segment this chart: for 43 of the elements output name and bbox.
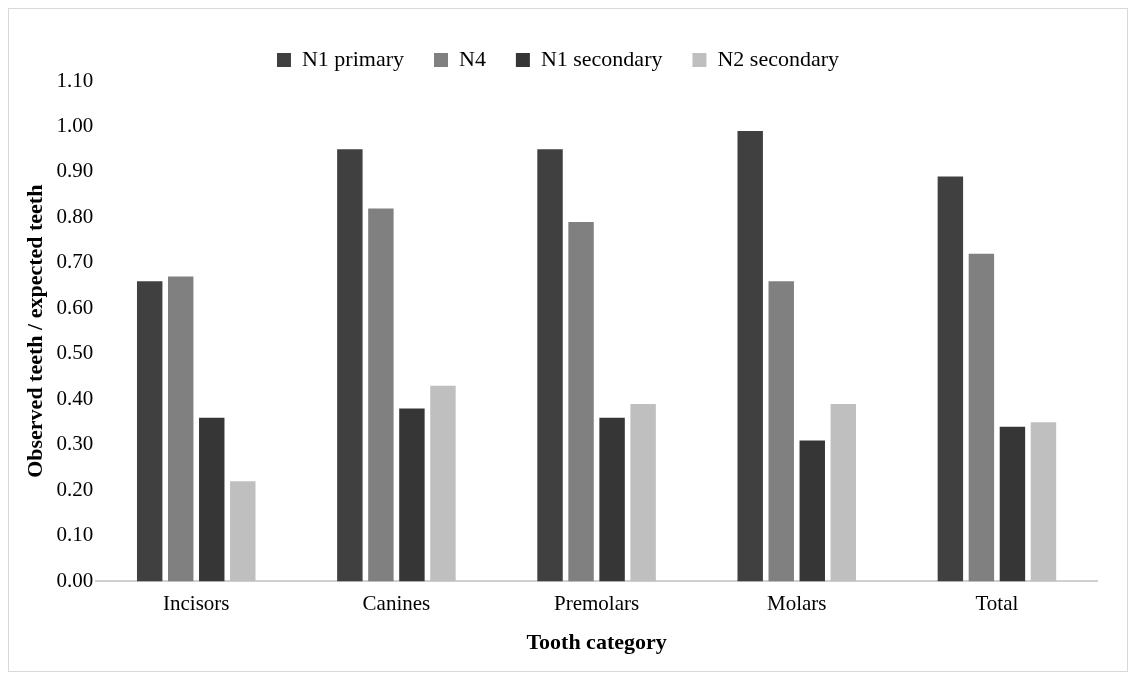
bar bbox=[968, 253, 995, 582]
bar bbox=[399, 408, 425, 582]
x-tick-label: Total bbox=[975, 590, 1019, 615]
bar bbox=[136, 281, 163, 582]
bar bbox=[630, 403, 656, 582]
y-tick-label: 0.90 bbox=[56, 158, 94, 183]
bar bbox=[937, 176, 964, 582]
legend-label: N1 primary bbox=[301, 45, 404, 71]
bar bbox=[568, 222, 594, 582]
x-tick-label: Canines bbox=[362, 590, 431, 615]
bar bbox=[430, 385, 456, 582]
y-axis-title: Observed teeth / expected teeth bbox=[21, 184, 47, 478]
legend-label: N1 secondary bbox=[540, 45, 663, 71]
y-tick-label: 0.60 bbox=[56, 294, 94, 319]
y-tick-label: 0.30 bbox=[56, 431, 94, 456]
y-tick-label: 1.10 bbox=[56, 67, 94, 92]
bar bbox=[337, 149, 363, 582]
y-tick-label: 0.70 bbox=[56, 249, 94, 274]
bar bbox=[199, 417, 225, 582]
bar bbox=[368, 208, 394, 582]
bar bbox=[830, 403, 857, 582]
bar bbox=[537, 149, 563, 582]
bar bbox=[599, 417, 625, 582]
y-tick-label: 0.40 bbox=[56, 385, 94, 410]
bar bbox=[737, 131, 763, 582]
bar bbox=[168, 276, 194, 582]
bar bbox=[230, 481, 256, 582]
x-tick-label: Incisors bbox=[162, 590, 230, 615]
y-tick-label: 0.20 bbox=[56, 476, 94, 501]
legend-label: N2 secondary bbox=[717, 45, 840, 71]
legend-label: N4 bbox=[459, 45, 486, 71]
y-tick-label: 1.00 bbox=[56, 113, 94, 138]
x-axis-title: Tooth category bbox=[526, 629, 667, 655]
y-tick-label: 0.10 bbox=[56, 522, 94, 547]
bar bbox=[1030, 422, 1057, 582]
bar bbox=[768, 281, 794, 582]
y-tick-label: 0.80 bbox=[56, 203, 94, 228]
y-tick-label: 0.00 bbox=[56, 567, 94, 592]
bar bbox=[999, 426, 1026, 582]
y-tick-label: 0.50 bbox=[56, 340, 94, 365]
x-tick-label: Molars bbox=[766, 590, 827, 615]
x-tick-label: Premolars bbox=[554, 590, 640, 615]
bar bbox=[799, 440, 825, 582]
